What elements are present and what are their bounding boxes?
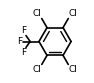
Text: Cl: Cl <box>33 65 41 74</box>
Text: F: F <box>21 26 26 35</box>
Text: F: F <box>17 37 22 46</box>
Text: Cl: Cl <box>69 9 78 18</box>
Text: Cl: Cl <box>69 65 78 74</box>
Text: Cl: Cl <box>33 9 41 18</box>
Text: F: F <box>21 48 26 57</box>
